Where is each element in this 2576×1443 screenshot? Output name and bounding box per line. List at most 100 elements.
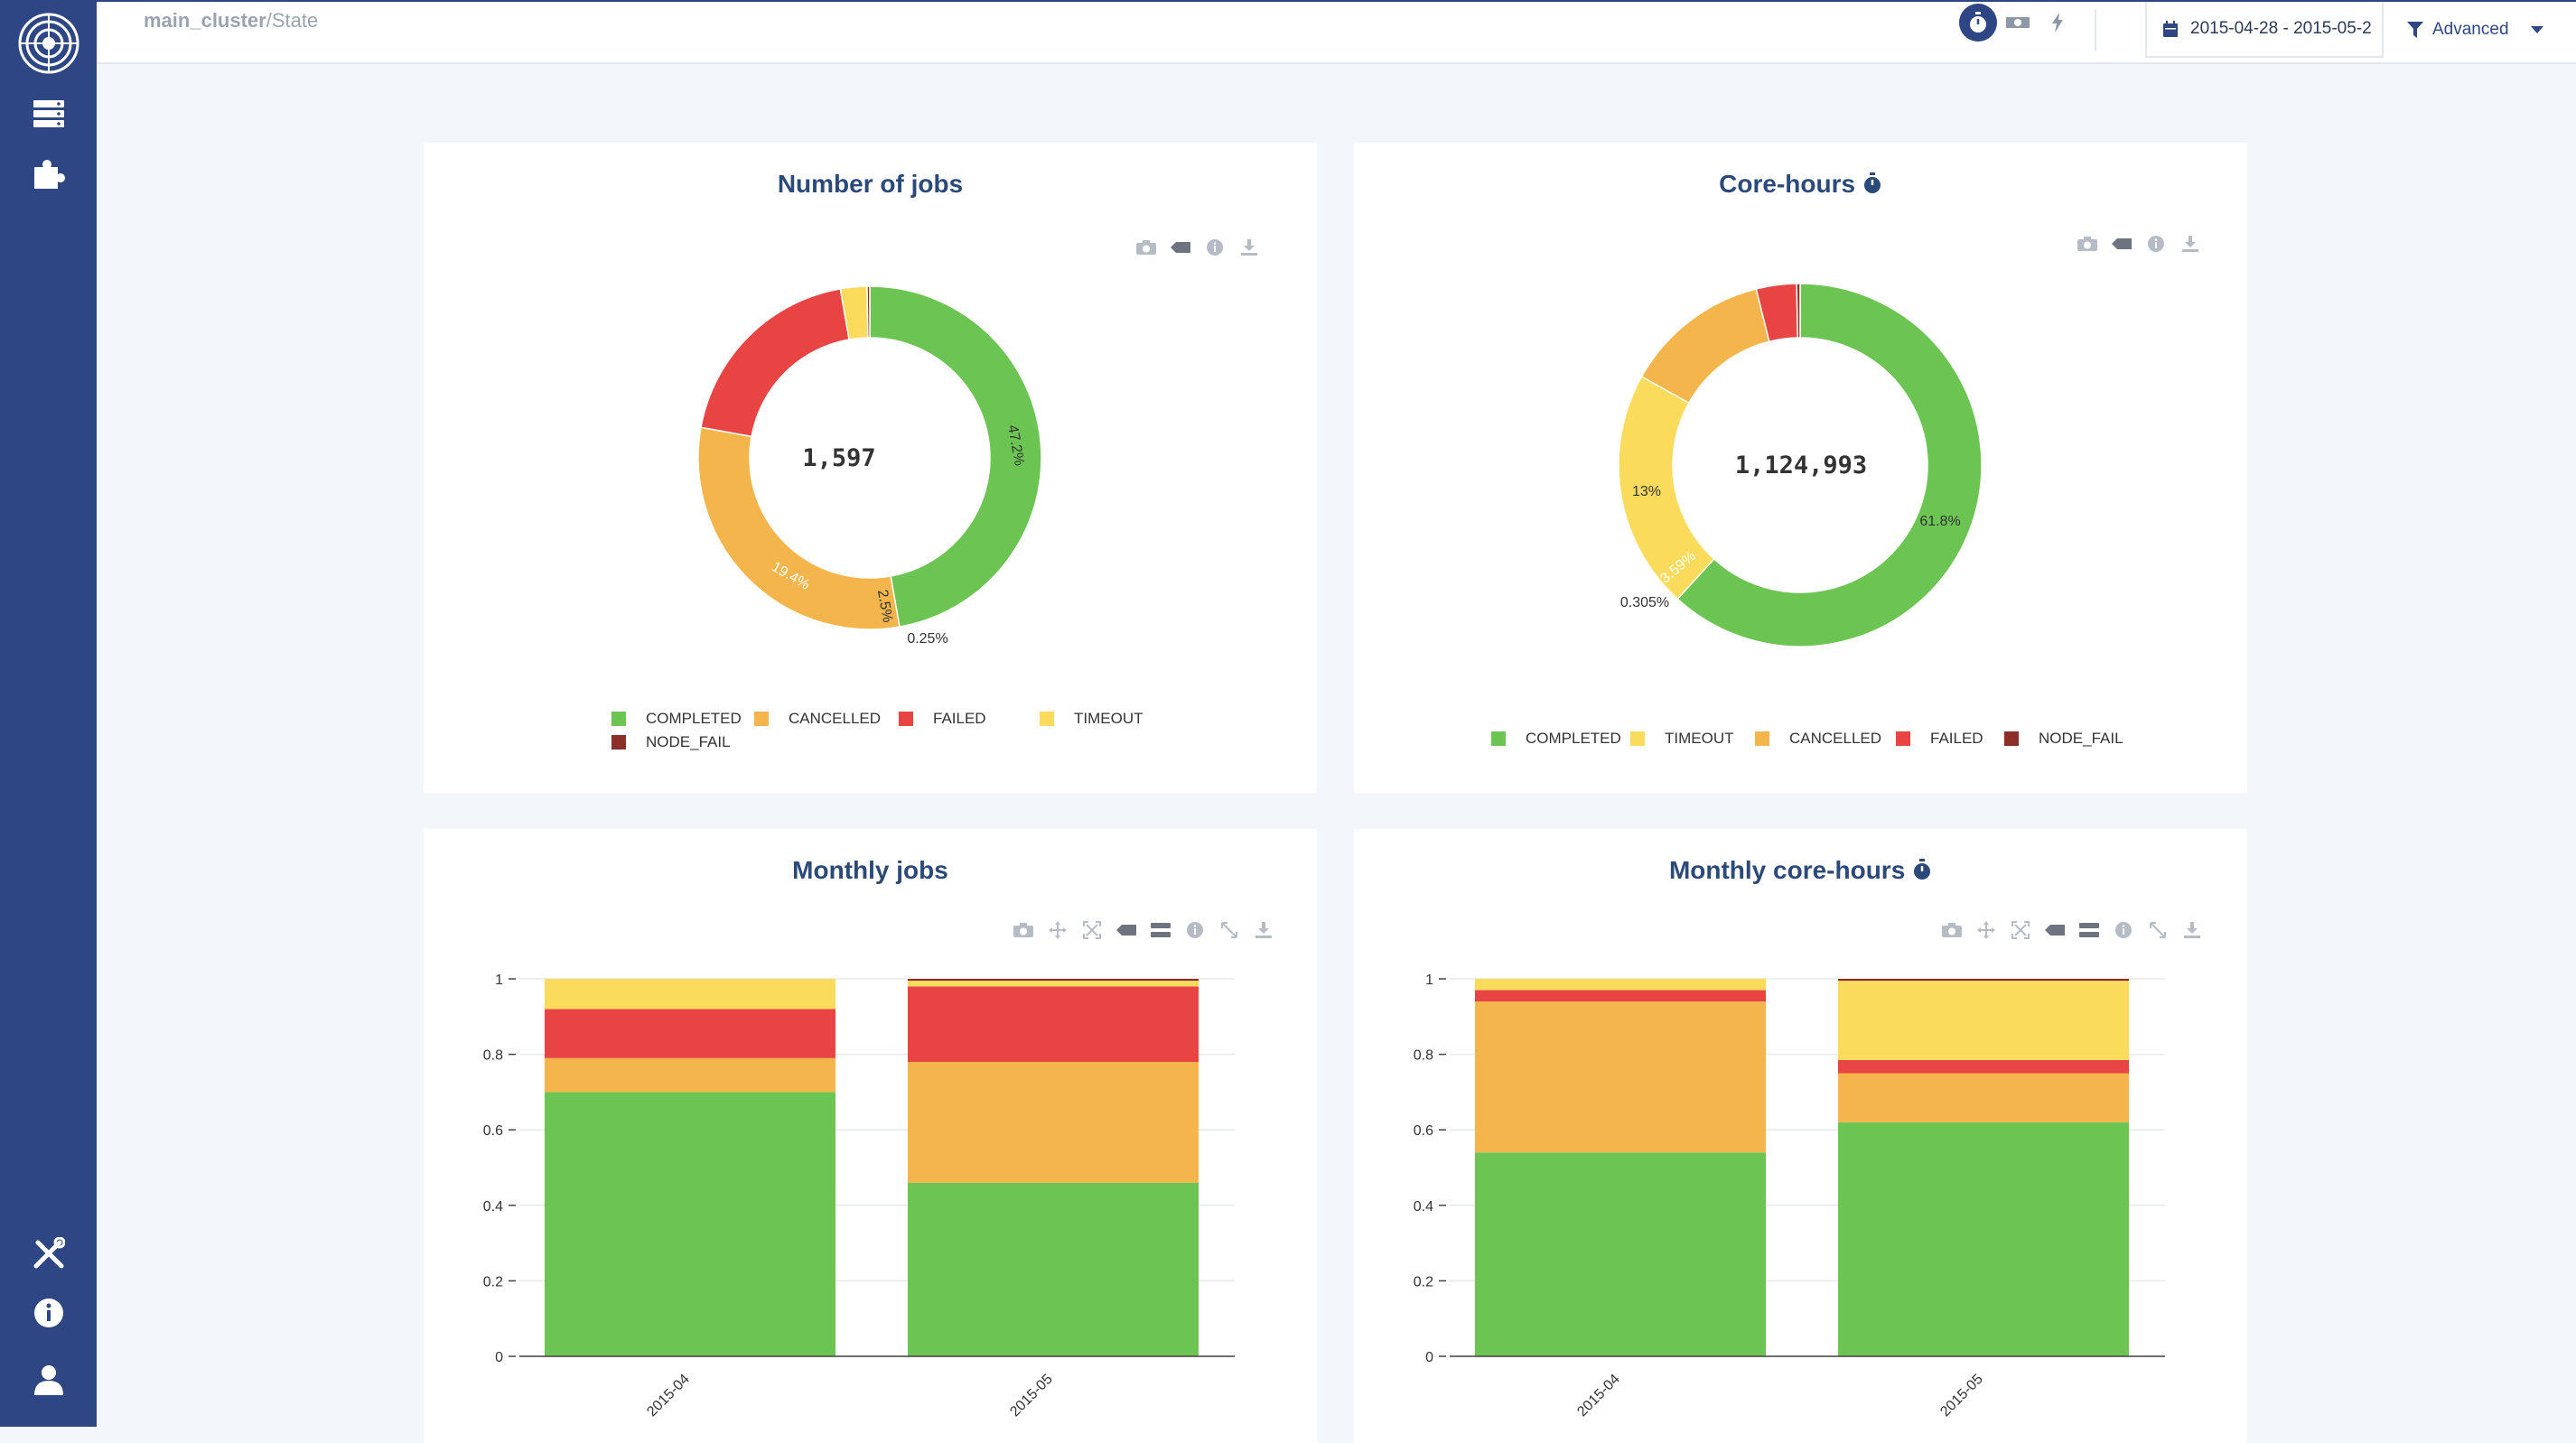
camera-icon[interactable]	[2077, 233, 2098, 255]
bar-segment-completed[interactable]	[1838, 1122, 2129, 1356]
legend-item-cancelled[interactable]: CANCELLED	[754, 710, 881, 728]
spikelines-icon[interactable]	[2147, 919, 2169, 941]
download-icon[interactable]	[2179, 233, 2201, 255]
donut-slice-failed[interactable]	[700, 287, 850, 438]
autoscale-icon[interactable]	[2010, 919, 2031, 941]
pan-icon[interactable]	[1975, 919, 1997, 941]
bar-segment-failed[interactable]	[1838, 1059, 2129, 1074]
donut-center-value: 1,597	[802, 444, 876, 472]
stacked-bar-chart-jobs: 0 0.2 0.4 0.6 0.8 1 2015-04 2015-05	[483, 973, 1235, 1420]
money-mode-button[interactable]	[1999, 4, 2037, 42]
x-tick-label: 2015-05	[1937, 1372, 1986, 1420]
logo-icon[interactable]	[0, 7, 97, 79]
bar-segment-timeout[interactable]	[1838, 981, 2129, 1060]
servers-icon[interactable]	[0, 94, 97, 134]
slice-label: 2.5%	[874, 589, 895, 624]
panel-monthly-core-hours: Monthly core-hours 0 0.2 0.4 0.6 0.8 1 2015-04…	[1354, 829, 2247, 1443]
compare-icon[interactable]	[2078, 919, 2100, 941]
bar-segment-node_fail[interactable]	[1838, 979, 2129, 982]
donut-slice-cancelled[interactable]	[1640, 288, 1770, 405]
info-circle-icon[interactable]	[1184, 919, 1206, 941]
donut-chart-jobs: 47.2%30.6%19.4%2.5%0.25%	[697, 285, 1042, 647]
camera-icon[interactable]	[1013, 919, 1034, 941]
bar-segment-timeout[interactable]	[908, 981, 1199, 987]
tag-icon[interactable]	[1115, 919, 1137, 941]
tools-icon[interactable]	[0, 1234, 97, 1273]
chart-toolbar	[1941, 919, 2203, 941]
puzzle-icon[interactable]	[0, 154, 97, 193]
bar-segment-completed[interactable]	[545, 1092, 835, 1356]
tag-icon[interactable]	[2044, 919, 2066, 941]
camera-icon[interactable]	[1135, 237, 1157, 258]
legend-item-node_fail[interactable]: NODE_FAIL	[2004, 730, 2123, 748]
info-icon[interactable]	[0, 1293, 97, 1333]
donut-slice-completed[interactable]	[869, 285, 1042, 628]
date-range-value: 2015-04-28 - 2015-05-2	[2190, 19, 2372, 38]
y-tick-label: 1	[495, 973, 503, 988]
sidebar	[0, 0, 97, 1427]
bar-segment-timeout[interactable]	[1475, 979, 1766, 991]
stopwatch-mode-button[interactable]	[1959, 4, 1997, 42]
legend-item-cancelled[interactable]: CANCELLED	[1755, 730, 1881, 748]
bolt-mode-button[interactable]	[2039, 4, 2077, 42]
bar-segment-cancelled[interactable]	[1838, 1073, 2129, 1122]
bar-segment-cancelled[interactable]	[908, 1061, 1199, 1183]
legend-swatch	[1630, 731, 1645, 746]
legend-item-failed[interactable]: FAILED	[1896, 730, 1983, 748]
money-icon	[2006, 17, 2030, 28]
donut-slice-cancelled[interactable]	[697, 426, 901, 630]
donut-slice-node_fail[interactable]	[866, 285, 871, 339]
breadcrumb-page: State	[271, 9, 319, 32]
y-tick-label: 0.2	[483, 1274, 503, 1289]
legend-item-completed[interactable]: COMPLETED	[1491, 730, 1621, 748]
tag-icon[interactable]	[1170, 237, 1191, 258]
legend-item-node_fail[interactable]: NODE_FAIL	[611, 733, 731, 751]
legend-label: FAILED	[1930, 730, 1983, 747]
pan-icon[interactable]	[1047, 919, 1069, 941]
y-tick-label: 0.6	[483, 1123, 503, 1139]
bar-segment-completed[interactable]	[1475, 1152, 1766, 1356]
header-divider	[2095, 9, 2096, 51]
legend-swatch	[1040, 712, 1054, 726]
legend-label: TIMEOUT	[1665, 730, 1734, 747]
bar-segment-timeout[interactable]	[545, 979, 835, 1010]
legend-item-failed[interactable]: FAILED	[899, 710, 986, 728]
bar-segment-cancelled[interactable]	[1475, 1001, 1766, 1153]
tag-icon[interactable]	[2111, 233, 2133, 255]
download-icon[interactable]	[1238, 237, 1260, 258]
stacked-bar-chart-core-hours: 0 0.2 0.4 0.6 0.8 1 2015-04 2015-05	[1414, 973, 2165, 1420]
panel-title-text: Monthly core-hours	[1668, 856, 1906, 884]
camera-icon[interactable]	[1941, 919, 1963, 941]
legend-label: TIMEOUT	[1074, 710, 1143, 727]
bar-segment-failed[interactable]	[908, 986, 1199, 1062]
date-range-picker[interactable]: 2015-04-28 - 2015-05-2	[2145, 2, 2384, 58]
breadcrumb-cluster[interactable]: main_cluster	[144, 9, 266, 32]
info-circle-icon[interactable]	[1204, 237, 1226, 258]
bar-segment-node_fail[interactable]	[908, 979, 1199, 982]
donut-slice-node_fail[interactable]	[1796, 283, 1801, 339]
panel-title: Monthly core-hours	[1354, 856, 2247, 885]
advanced-label: Advanced	[2432, 20, 2509, 39]
bar-segment-failed[interactable]	[1475, 990, 1766, 1002]
bar-segment-failed[interactable]	[545, 1009, 835, 1058]
bar-segment-cancelled[interactable]	[545, 1057, 835, 1093]
slice-label: 0.305%	[1620, 595, 1669, 610]
spikelines-icon[interactable]	[1218, 919, 1240, 941]
panel-title-text: Core-hours	[1719, 170, 1856, 198]
user-icon[interactable]	[0, 1360, 97, 1400]
autoscale-icon[interactable]	[1081, 919, 1103, 941]
download-icon[interactable]	[1253, 919, 1274, 941]
bar-segment-completed[interactable]	[908, 1182, 1199, 1356]
legend-item-timeout[interactable]: TIMEOUT	[1040, 710, 1143, 728]
compare-icon[interactable]	[1150, 919, 1171, 941]
chart-toolbar	[2077, 233, 2201, 255]
info-circle-icon[interactable]	[2145, 233, 2167, 255]
download-icon[interactable]	[2181, 919, 2203, 941]
filter-icon	[2407, 22, 2423, 38]
advanced-filter-button[interactable]: Advanced	[2407, 14, 2543, 45]
donut-slice-completed[interactable]	[1676, 283, 1983, 647]
info-circle-icon[interactable]	[2113, 919, 2134, 941]
legend-item-completed[interactable]: COMPLETED	[611, 710, 742, 728]
y-tick-label: 1	[1425, 973, 1433, 988]
legend-item-timeout[interactable]: TIMEOUT	[1630, 730, 1734, 748]
